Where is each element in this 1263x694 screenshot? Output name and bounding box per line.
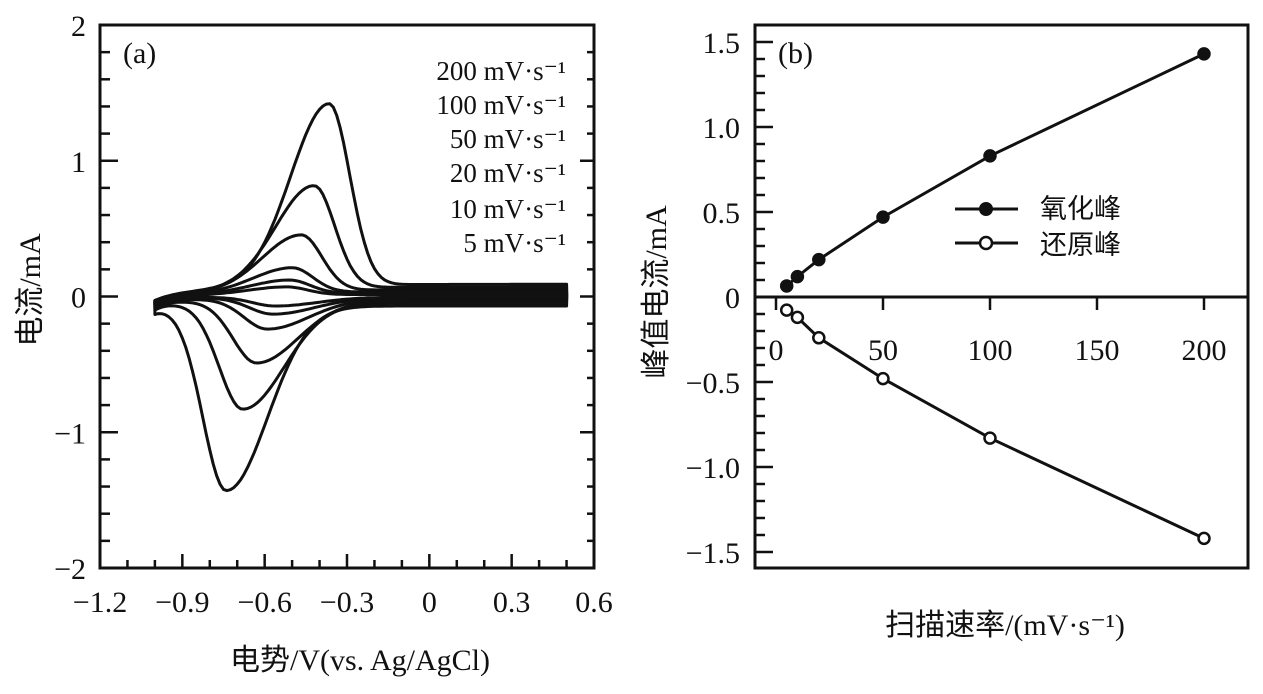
cv-curve-5 [153,285,569,308]
cv-curves [153,102,569,493]
x-tick-label: 0.6 [575,586,613,619]
y-tick-label: 0 [725,282,740,315]
data-point-reduction [812,331,826,345]
y-tick-label: 1 [71,146,86,179]
panel-label: (a) [123,37,156,70]
x-tick-label: 0.3 [493,586,531,619]
data-point-oxidation [1197,47,1211,61]
x-tick-label: −1.2 [73,586,127,619]
data-point-oxidation [983,149,997,163]
panel-label: (b) [778,37,813,70]
tick-labels: 0 50 100 150 200 −1.5 −1.0 −0.5 0 0.5 1.0 1.5 [686,27,1227,570]
y-axis-title: 电流/mA [14,233,47,347]
series-group [779,47,1211,546]
y-tick-label: 0 [71,282,86,315]
legend-entry: 20 mV·s⁻¹ [450,158,566,188]
x-axis-title: 电势/V(vs. Ag/AgCl) [230,644,490,677]
x-tick-label: 0 [769,334,784,367]
y-tick-label: 2 [71,10,86,43]
x-tick-label: 50 [868,334,898,367]
legend-entry: 5 mV·s⁻¹ [463,228,566,258]
data-point-reduction [876,371,890,386]
plot-frame [98,23,596,570]
legend-entry: 200 mV·s⁻¹ [436,56,566,86]
legend-marker-oxidation [979,202,993,216]
y-tick-label: 0.5 [703,197,741,230]
y-tick-label: −1 [54,417,86,450]
legend-marker-reduction [978,235,994,251]
series-line-oxidation [785,52,1205,288]
data-point-oxidation [790,269,805,284]
data-point-reduction [1197,531,1211,546]
y-tick-label: −1.0 [686,452,740,485]
x-tick-label: −0.3 [320,586,374,619]
y-tick-label: −1.5 [686,537,740,570]
y-tick-label: −0.5 [686,367,740,400]
y-axis-title: 峰值电流/mA [640,205,673,379]
panel-b-peak-current-plot: 0 50 100 150 200 −1.5 −1.0 −0.5 0 0.5 1.0 1.5 (b) 氧… [640,23,1250,642]
cv-curve-100 [153,184,569,411]
data-point-oxidation [812,252,826,267]
data-point-oxidation [779,279,794,293]
legend-entry: 100 mV·s⁻¹ [436,90,566,120]
x-tick-label: 100 [968,334,1013,367]
y-tick-label: −2 [54,553,86,586]
legend-label-reduction: 还原峰 [1040,230,1121,261]
data-point-reduction [983,431,997,445]
y-tick-label: 1.5 [703,27,741,60]
x-tick-label: −0.9 [155,586,209,619]
legend: 氧化峰 还原峰 [955,194,1121,261]
legend-entry: 50 mV·s⁻¹ [450,124,566,154]
data-point-reduction [779,303,794,317]
x-axis-title: 扫描速率/(mV·s⁻¹) [885,609,1125,642]
cv-curve-50 [153,233,569,365]
x-tick-label: −0.6 [237,586,291,619]
panel-a-cv-plot: −1.2 −0.9 −0.6 −0.3 0 0.3 0.6 −2 −1 0 1 2 (a) 200 m… [14,10,613,677]
legend-label-oxidation: 氧化峰 [1040,194,1121,225]
x-tick-label: 200 [1182,334,1227,367]
cv-curve-200 [153,102,569,493]
legend-entry: 10 mV·s⁻¹ [450,194,566,224]
y-tick-label: 1.0 [703,112,741,145]
x-tick-label: 0 [422,586,437,619]
x-tick-label: 150 [1075,334,1120,367]
data-point-oxidation [876,210,890,224]
tick-labels: −1.2 −0.9 −0.6 −0.3 0 0.3 0.6 −2 −1 0 1 2 [54,10,613,619]
data-point-reduction [790,310,805,325]
legend: 200 mV·s⁻¹ 100 mV·s⁻¹ 50 mV·s⁻¹ 20 mV·s⁻¹ 10… [436,56,566,258]
